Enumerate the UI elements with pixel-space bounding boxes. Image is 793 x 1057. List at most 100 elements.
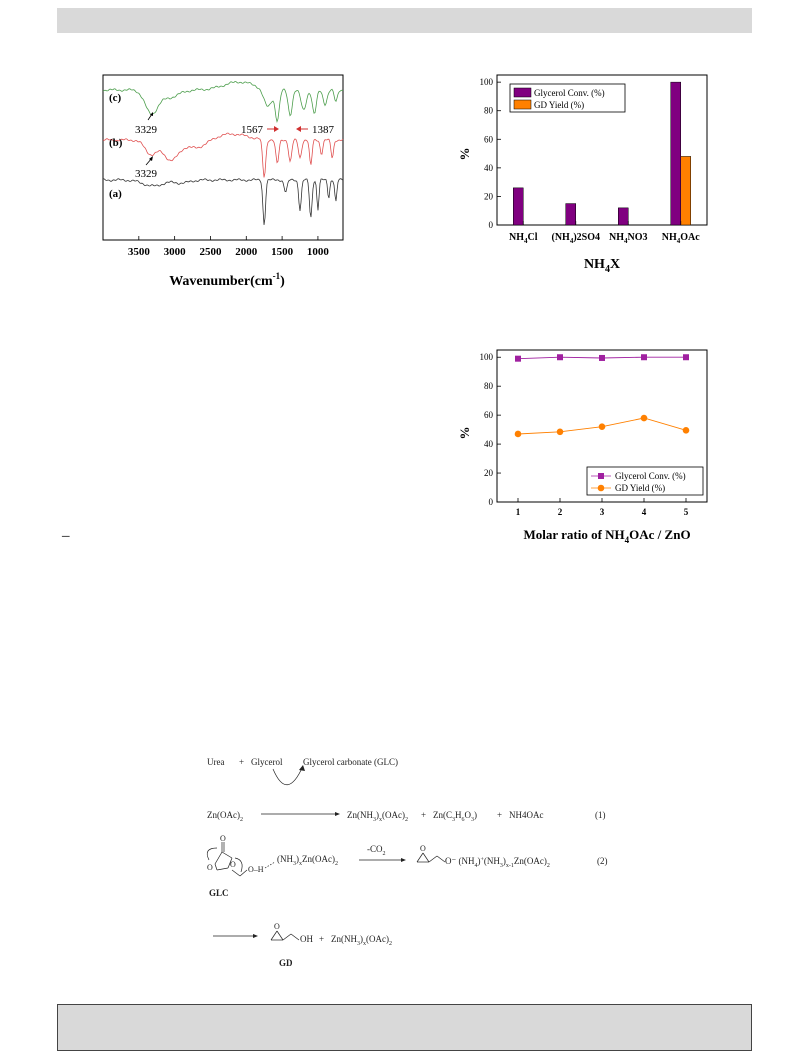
ftir-x-tick-label: 1000 xyxy=(307,246,330,258)
line-legend-box xyxy=(586,466,704,496)
ftir-annotation-3329-b: 3329 xyxy=(135,168,158,180)
scheme-eq-2: (2) xyxy=(597,856,608,866)
scheme-plus-2: + xyxy=(421,810,426,820)
data-point xyxy=(557,354,563,361)
line-y-tick-label: 80 xyxy=(484,381,494,391)
line-y-axis: 0 20 40 60 80 100 xyxy=(480,352,501,507)
bar-x-axis: NH4Cl (NH4)2SO4 NH4NO3 NH4OAc xyxy=(509,221,700,245)
scheme-zn-oac: Zn(OAc)2 xyxy=(207,810,243,823)
header-band xyxy=(57,8,752,33)
line-y-tick-label: 60 xyxy=(484,410,494,420)
ftir-arrowhead-1387 xyxy=(296,126,301,132)
scheme-glc-full: Glycerol carbonate (GLC) xyxy=(303,757,398,767)
bar-plot-frame xyxy=(496,74,708,226)
bar xyxy=(618,207,629,226)
bar-y-tick-label: 60 xyxy=(484,134,494,144)
scheme-r2-product: O⁻ (NH4)+(NH3)x-1Zn(OAc)2 xyxy=(445,856,550,869)
data-point xyxy=(641,354,647,361)
bar-x-tick-label: NH4Cl xyxy=(509,232,538,245)
data-point xyxy=(640,414,648,422)
scheme-glc-label: GLC xyxy=(209,888,229,898)
scheme-plus-1: + xyxy=(239,757,244,767)
scheme-arrowhead-1 xyxy=(335,812,340,816)
line-chart: 0 20 40 60 80 100 1 2 3 4 5 % Molar ratio of NH4O… xyxy=(457,349,708,545)
bar-y-tick-label: 80 xyxy=(484,106,494,116)
stray-dash: – xyxy=(62,528,70,544)
scheme-r1-product-2: Zn(C3H6O3) xyxy=(433,810,477,823)
scheme-eq-1: (1) xyxy=(595,810,606,820)
scheme-hbond xyxy=(264,861,276,869)
scheme-plus-3: + xyxy=(497,810,502,820)
line-legend-label-conv: Glycerol Conv. (%) xyxy=(615,471,686,481)
data-point xyxy=(683,354,689,361)
ftir-figure: (c) (b) (a) 3329 1567 1387 3329 3500 3000… xyxy=(102,74,344,289)
glc-structure xyxy=(206,842,248,877)
footer-band xyxy=(57,1004,752,1051)
bar xyxy=(513,187,524,226)
line-x-tick-label: 5 xyxy=(684,507,689,517)
line-y-tick-label: 20 xyxy=(484,468,494,478)
ftir-arrowhead-3329-c xyxy=(150,112,153,116)
data-point xyxy=(515,355,521,362)
bar-marks xyxy=(513,81,691,226)
epoxide-o-1: O xyxy=(420,844,426,853)
ftir-annotation-1567: 1567 xyxy=(241,124,264,136)
line-legend-label-gd: GD Yield (%) xyxy=(615,483,665,493)
bar-y-tick-label: 100 xyxy=(480,77,494,87)
bar-legend: Glycerol Conv. (%) GD Yield (%) xyxy=(509,83,626,113)
line-x-tick-label: 1 xyxy=(516,507,521,517)
scheme-gd-label: GD xyxy=(279,958,293,968)
epoxide-structure-2 xyxy=(270,930,300,941)
reaction-scheme: Urea + Glycerol Glycerol carbonate (GLC)… xyxy=(206,757,608,968)
line-y-tick-label: 100 xyxy=(480,352,494,362)
line-legend-marker-gd xyxy=(597,484,605,492)
glc-oh: O–H xyxy=(248,865,264,874)
line-x-axis-title: Molar ratio of NH4OAc / ZnO xyxy=(523,527,690,545)
scheme-plus-4: + xyxy=(319,934,324,944)
ftir-x-axis-title: Wavenumber(cm-1) xyxy=(169,271,285,289)
glc-o-top: O xyxy=(220,834,226,843)
ftir-annotation-1387: 1387 xyxy=(312,124,335,136)
scheme-r1-product-3: NH4OAc xyxy=(509,810,544,820)
scheme-glycerol: Glycerol xyxy=(251,757,283,767)
data-point xyxy=(682,427,690,434)
epoxide-structure-1 xyxy=(416,852,446,863)
ftir-label-c: (c) xyxy=(109,92,122,104)
line-marks xyxy=(514,354,690,438)
scheme-r2-reagent: (NH3)xZn(OAc)2 xyxy=(277,854,338,867)
bar-y-axis-title: % xyxy=(457,148,472,161)
bar xyxy=(680,156,691,226)
glc-o-right: O xyxy=(230,860,236,869)
ftir-curve-b xyxy=(102,132,344,178)
ftir-x-axis: 3500 3000 2500 2000 1500 1000 xyxy=(128,236,330,258)
bar-y-tick-label: 0 xyxy=(489,220,494,230)
scheme-curved-arrow xyxy=(272,765,304,786)
ftir-x-tick-label: 2500 xyxy=(199,246,222,258)
data-point xyxy=(514,430,522,438)
line-x-tick-label: 2 xyxy=(558,507,563,517)
line-x-tick-label: 3 xyxy=(600,507,605,517)
ftir-label-b: (b) xyxy=(109,137,123,149)
data-point xyxy=(599,354,605,361)
ftir-plot-frame xyxy=(102,74,344,241)
line-y-tick-label: 40 xyxy=(484,439,494,449)
bar-y-axis: 0 20 40 60 80 100 xyxy=(480,77,501,230)
bar-legend-swatch-gd xyxy=(513,99,532,110)
bar-x-tick-label: (NH4)2SO4 xyxy=(551,232,600,245)
line-legend: Glycerol Conv. (%) GD Yield (%) xyxy=(586,466,704,496)
scheme-urea: Urea xyxy=(207,757,225,767)
line-legend-marker-conv xyxy=(598,473,604,479)
ftir-x-tick-label: 3000 xyxy=(164,246,187,258)
bar-legend-swatch-conv xyxy=(513,87,532,98)
bar-y-tick-label: 40 xyxy=(484,163,494,173)
bar xyxy=(670,81,681,226)
line-y-tick-label: 0 xyxy=(489,497,494,507)
bar-x-axis-title: NH4X xyxy=(584,257,620,275)
glc-o-left: O xyxy=(207,863,213,872)
ftir-label-a: (a) xyxy=(109,188,122,200)
scheme-arrowhead-2 xyxy=(401,858,406,862)
bar-legend-label-conv: Glycerol Conv. (%) xyxy=(534,88,605,98)
line-x-tick-label: 4 xyxy=(642,507,647,517)
ftir-x-tick-label: 1500 xyxy=(271,246,294,258)
